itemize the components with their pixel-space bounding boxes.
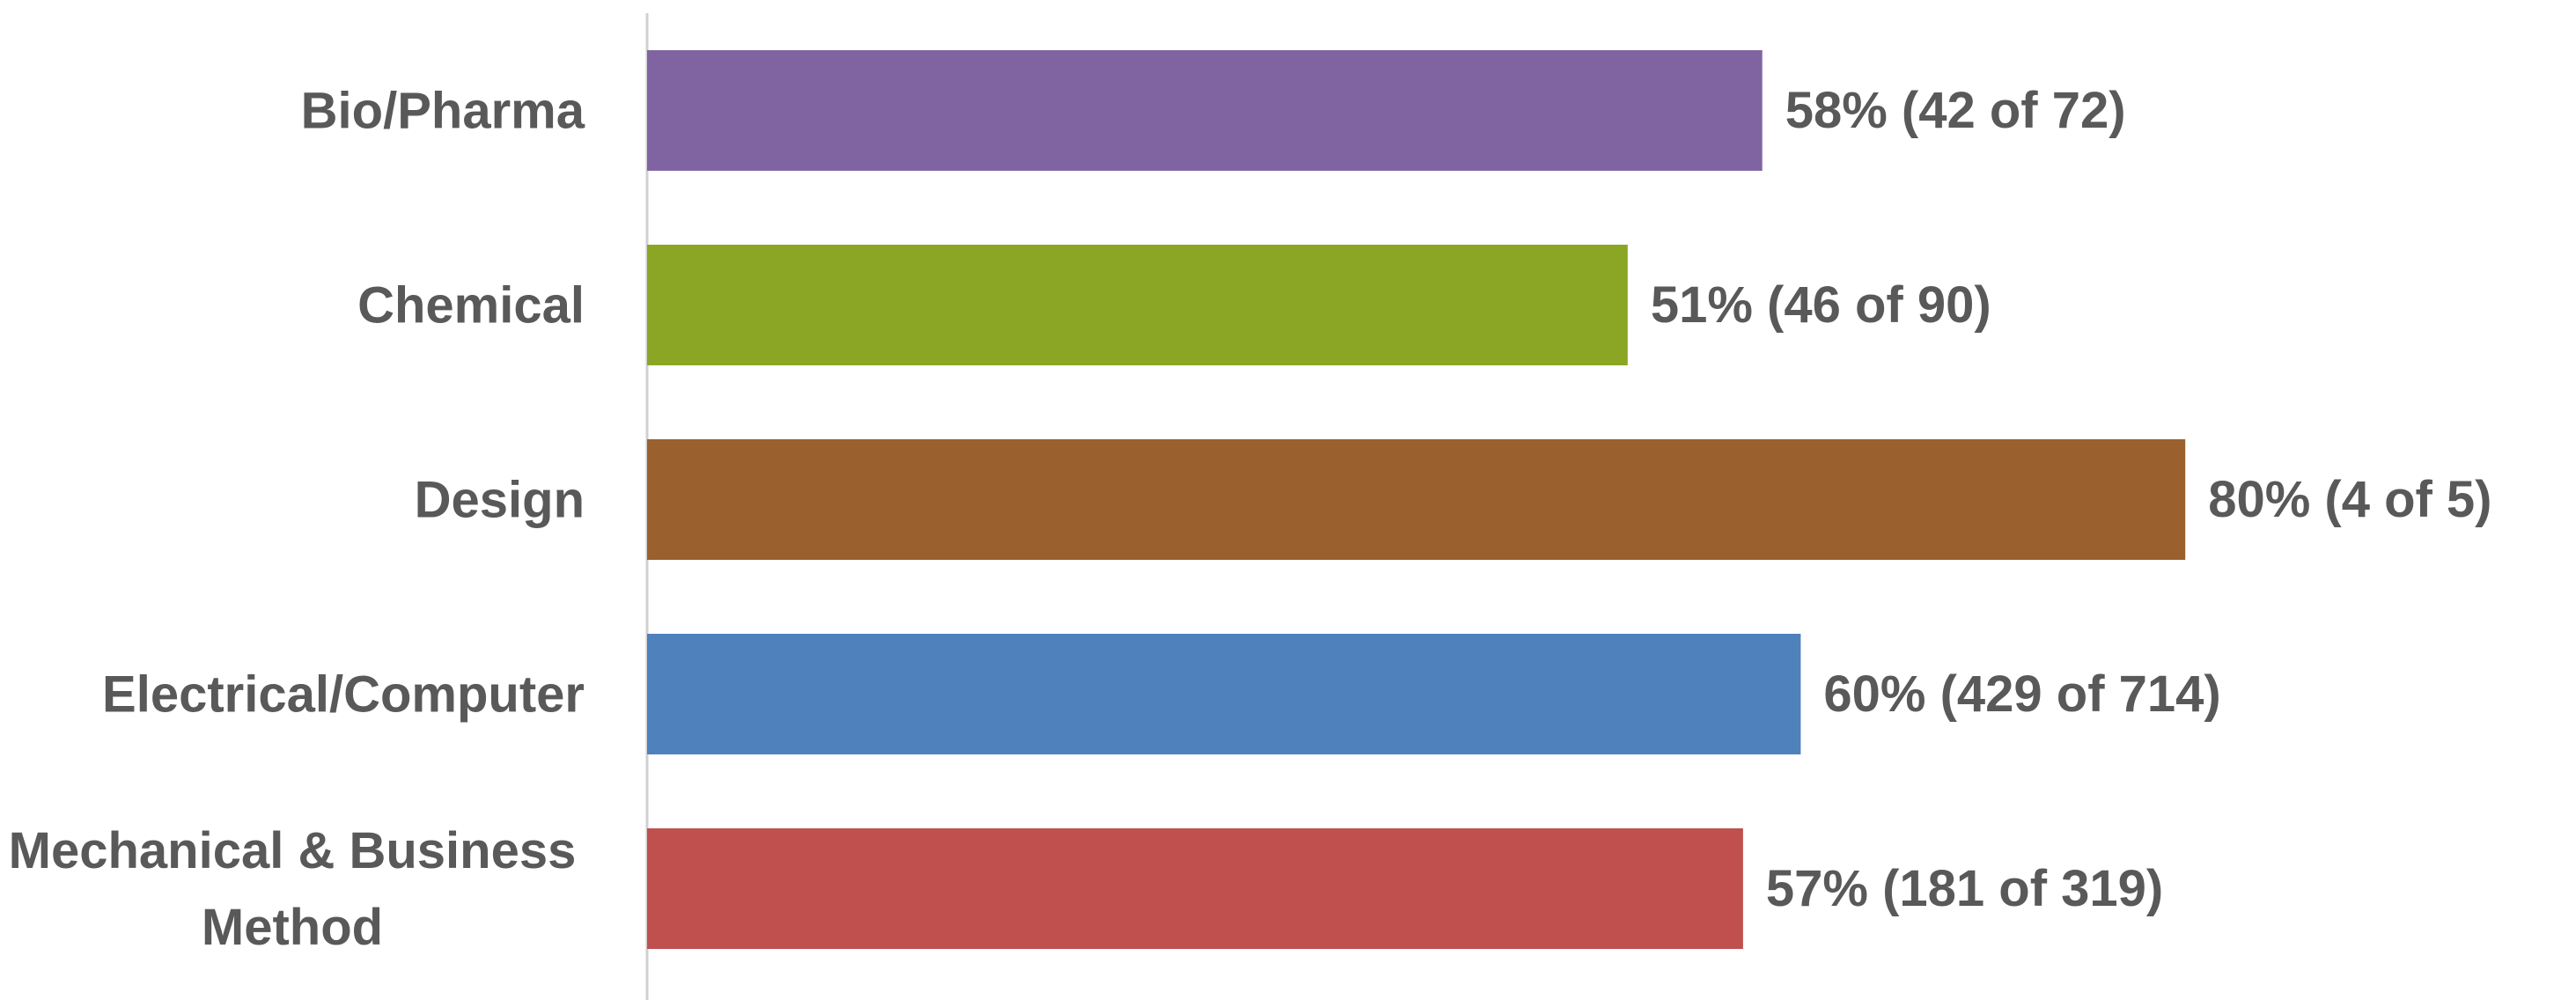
bar [647, 633, 1801, 755]
bar [647, 49, 1763, 172]
bar [647, 827, 1743, 950]
category-label: Chemical [357, 276, 585, 334]
category-label: Electrical/Computer [102, 665, 585, 723]
value-label: 80% (4 of 5) [2208, 471, 2491, 528]
category-label: Bio/Pharma [300, 82, 585, 139]
category-label: Mechanical & Business Method [8, 821, 577, 956]
value-label: 51% (46 of 90) [1651, 276, 1991, 334]
value-label: 57% (181 of 319) [1766, 860, 2163, 917]
bar [647, 244, 1628, 366]
bar [647, 438, 2186, 561]
value-label: 60% (429 of 714) [1823, 665, 2220, 723]
value-label: 58% (42 of 72) [1785, 82, 2126, 139]
category-label: Design [414, 471, 585, 528]
